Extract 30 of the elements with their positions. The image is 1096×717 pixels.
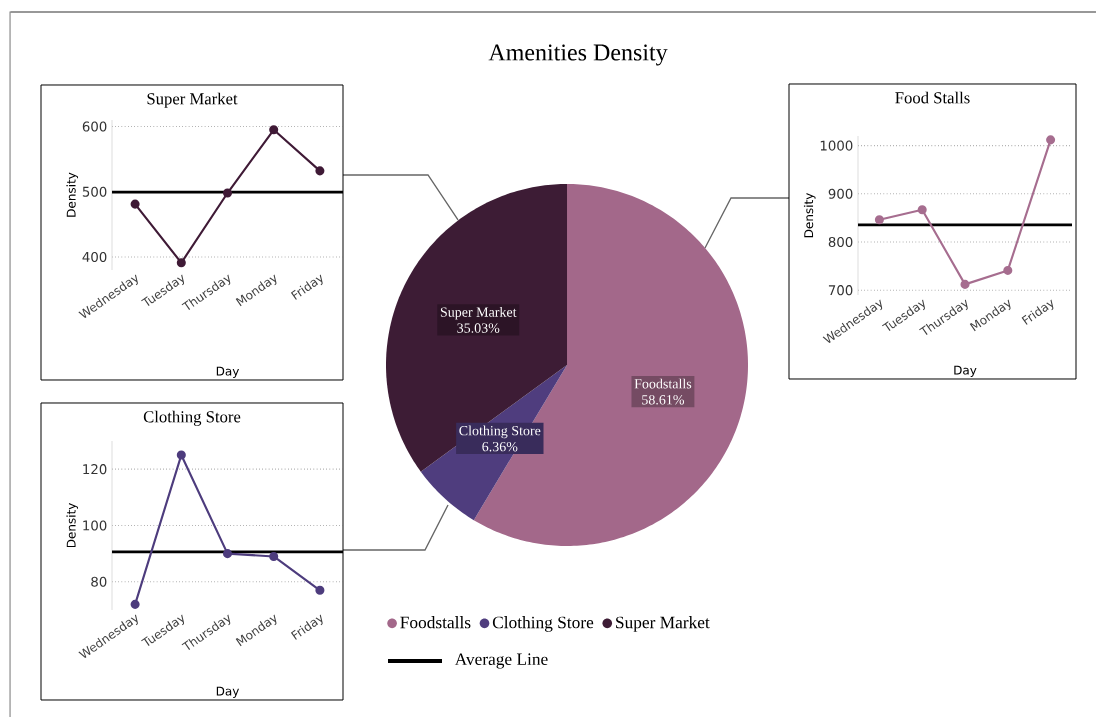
chart-title: Clothing Store [143,410,241,426]
chart-title: Food Stalls [895,91,970,104]
y-tick-label: 800 [828,236,853,248]
y-axis-title: Density [66,503,79,548]
y-tick-label: 500 [82,186,107,197]
y-tick-label: 120 [83,464,107,475]
data-label: 6.36% [482,441,518,452]
data-label: 58.61% [642,395,685,405]
y-tick-label: 100 [83,520,107,531]
y-tick-label: 80 [91,576,107,587]
data-label: 35.03% [457,323,500,333]
x-axis-title: Day [216,686,240,698]
y-axis-title: Density [66,172,79,217]
y-tick-label: 1000 [820,140,853,151]
x-axis-title: Day [216,366,240,378]
legend-label: Clothing Store [492,616,594,632]
legend-label: Foodstalls [400,616,471,629]
y-tick-label: 700 [828,285,853,296]
chart-title: Amenities Density [488,44,668,66]
legend-label: Average Line [454,653,548,669]
y-tick-label: 900 [828,188,853,199]
y-axis-title: Density [803,193,816,238]
slice-label: Foodstalls [634,378,692,389]
y-tick-label: 400 [82,251,107,262]
y-tick-label: 600 [82,121,107,132]
slice-label: Clothing Store [459,425,541,439]
chart-title: Super Market [147,92,238,108]
legend-label: Super Market [616,616,710,632]
slice-label: Super Market [440,306,517,320]
x-axis-title: Day [954,365,977,377]
